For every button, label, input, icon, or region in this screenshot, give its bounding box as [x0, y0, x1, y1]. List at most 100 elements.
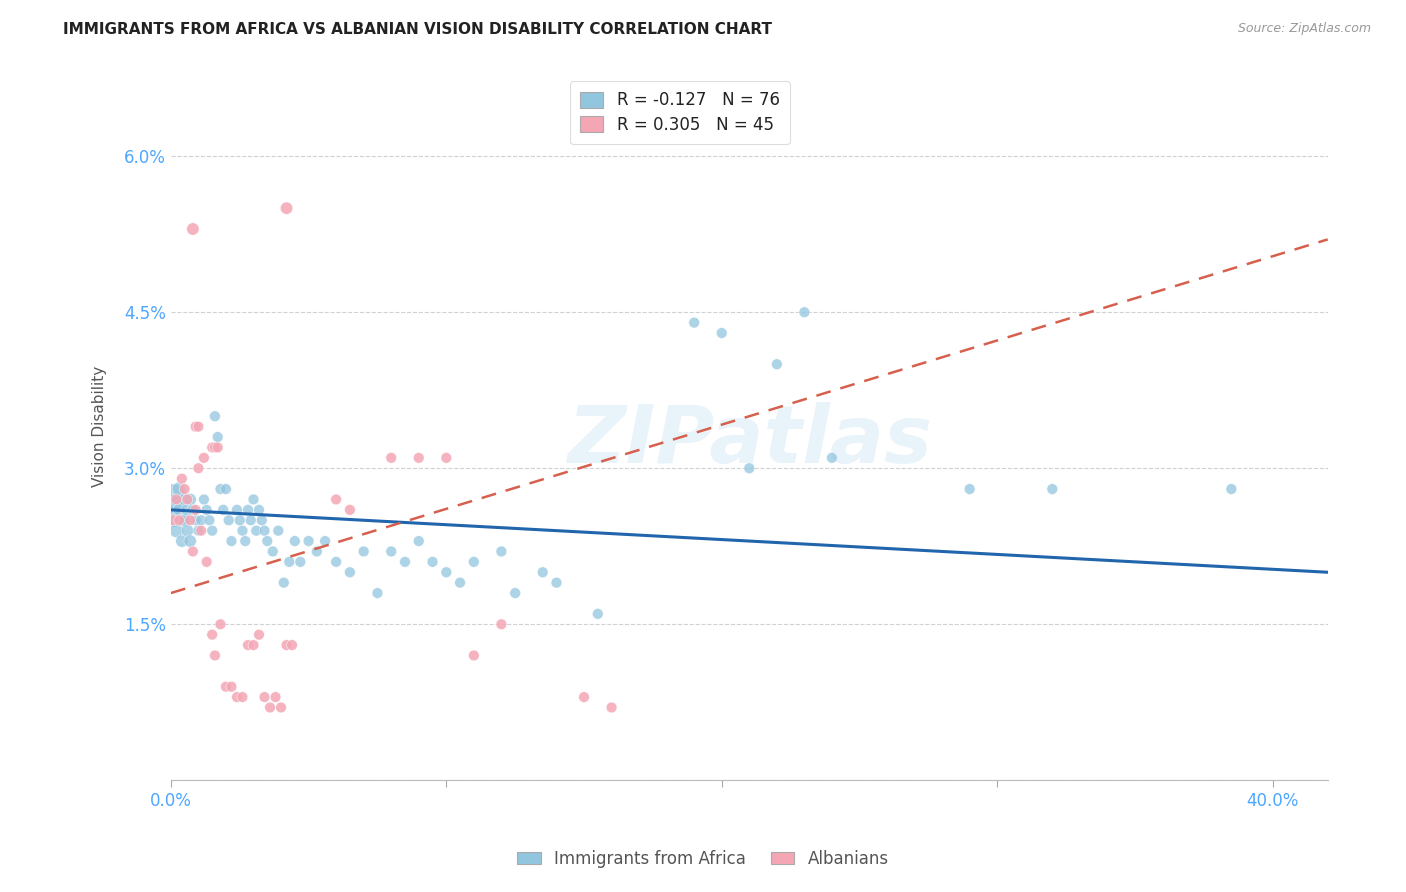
- Point: [201, 524, 224, 538]
- Point: [239, 513, 262, 527]
- Point: [267, 524, 290, 538]
- Point: [276, 201, 298, 215]
- Point: [264, 690, 287, 704]
- Point: [273, 575, 295, 590]
- Point: [546, 575, 568, 590]
- Point: [233, 534, 256, 549]
- Point: [339, 503, 361, 517]
- Point: [394, 555, 416, 569]
- Point: [1040, 482, 1063, 496]
- Point: [738, 461, 761, 475]
- Point: [173, 513, 195, 527]
- Point: [181, 222, 204, 236]
- Point: [600, 700, 623, 714]
- Point: [173, 492, 195, 507]
- Point: [766, 357, 789, 371]
- Point: [380, 544, 402, 558]
- Point: [276, 638, 298, 652]
- Point: [434, 450, 457, 465]
- Point: [179, 534, 201, 549]
- Point: [167, 503, 190, 517]
- Point: [339, 566, 361, 580]
- Point: [531, 566, 554, 580]
- Point: [408, 450, 430, 465]
- Point: [165, 524, 187, 538]
- Point: [793, 305, 815, 319]
- Point: [218, 513, 240, 527]
- Point: [434, 566, 457, 580]
- Point: [259, 700, 281, 714]
- Point: [212, 503, 235, 517]
- Point: [449, 575, 471, 590]
- Point: [201, 441, 224, 455]
- Point: [190, 524, 212, 538]
- Point: [195, 555, 218, 569]
- Point: [247, 628, 270, 642]
- Point: [253, 524, 276, 538]
- Point: [959, 482, 981, 496]
- Point: [193, 450, 215, 465]
- Point: [297, 534, 319, 549]
- Point: [184, 513, 207, 527]
- Point: [162, 492, 184, 507]
- Y-axis label: Vision Disability: Vision Disability: [93, 366, 107, 487]
- Point: [162, 513, 184, 527]
- Point: [221, 680, 243, 694]
- Point: [253, 690, 276, 704]
- Point: [250, 513, 273, 527]
- Point: [195, 503, 218, 517]
- Point: [190, 513, 212, 527]
- Text: IMMIGRANTS FROM AFRICA VS ALBANIAN VISION DISABILITY CORRELATION CHART: IMMIGRANTS FROM AFRICA VS ALBANIAN VISIO…: [63, 22, 772, 37]
- Point: [181, 503, 204, 517]
- Point: [162, 513, 184, 527]
- Point: [215, 482, 238, 496]
- Point: [305, 544, 328, 558]
- Point: [179, 492, 201, 507]
- Point: [198, 513, 221, 527]
- Point: [187, 419, 209, 434]
- Point: [380, 450, 402, 465]
- Point: [201, 628, 224, 642]
- Point: [221, 534, 243, 549]
- Point: [176, 503, 198, 517]
- Point: [181, 544, 204, 558]
- Point: [179, 513, 201, 527]
- Point: [572, 690, 595, 704]
- Point: [184, 503, 207, 517]
- Point: [231, 690, 253, 704]
- Point: [491, 617, 513, 632]
- Point: [167, 513, 190, 527]
- Point: [207, 441, 229, 455]
- Point: [170, 513, 193, 527]
- Point: [270, 700, 292, 714]
- Point: [236, 638, 259, 652]
- Point: [325, 492, 347, 507]
- Point: [176, 524, 198, 538]
- Point: [503, 586, 526, 600]
- Point: [278, 555, 301, 569]
- Point: [463, 648, 485, 663]
- Point: [228, 513, 250, 527]
- Legend: R = -0.127   N = 76, R = 0.305   N = 45: R = -0.127 N = 76, R = 0.305 N = 45: [569, 81, 790, 144]
- Point: [215, 680, 238, 694]
- Point: [463, 555, 485, 569]
- Point: [170, 472, 193, 486]
- Point: [207, 430, 229, 444]
- Point: [245, 524, 267, 538]
- Point: [353, 544, 375, 558]
- Point: [325, 555, 347, 569]
- Point: [408, 534, 430, 549]
- Point: [366, 586, 388, 600]
- Point: [683, 316, 706, 330]
- Point: [209, 482, 232, 496]
- Point: [314, 534, 336, 549]
- Point: [187, 461, 209, 475]
- Point: [284, 534, 307, 549]
- Point: [231, 524, 253, 538]
- Point: [187, 524, 209, 538]
- Point: [165, 492, 187, 507]
- Point: [204, 648, 226, 663]
- Point: [821, 450, 844, 465]
- Text: Source: ZipAtlas.com: Source: ZipAtlas.com: [1237, 22, 1371, 36]
- Point: [262, 544, 284, 558]
